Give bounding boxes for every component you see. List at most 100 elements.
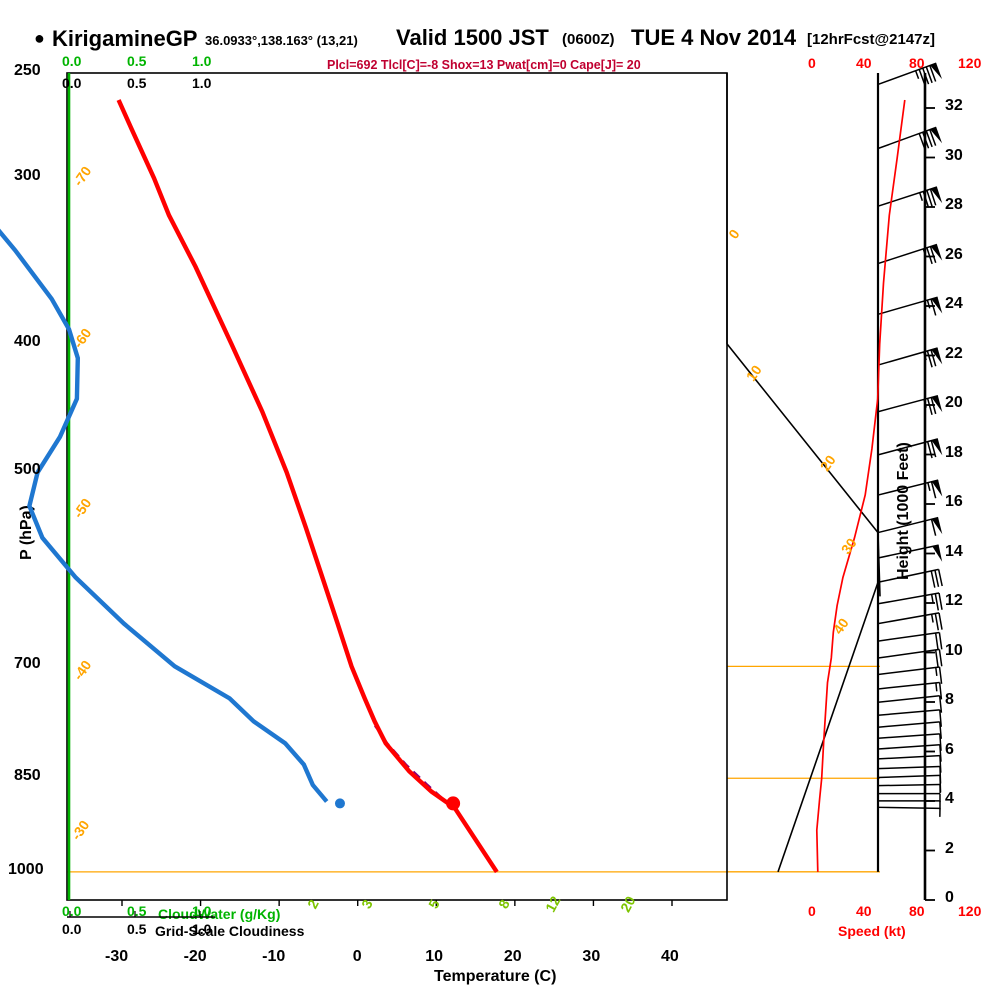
- height-tick: 24: [945, 295, 963, 312]
- cloudiness-bottom-tick: 0.5: [127, 921, 147, 937]
- wind-barb: [877, 544, 943, 562]
- pressure-tick: 500: [14, 461, 41, 479]
- wind-barb: [877, 516, 943, 536]
- temperature-tick: -30: [105, 948, 129, 965]
- height-tick: 18: [945, 443, 963, 461]
- station-coords: 36.0933°,138.163° (13,21): [205, 33, 358, 48]
- dewpoint-trace: [0, 228, 329, 803]
- wind-barb: [877, 783, 941, 794]
- station-bullet: ●: [34, 28, 45, 48]
- height-tick: 28: [945, 196, 963, 213]
- temperature-tick: 20: [503, 948, 522, 965]
- temperature-trace: [116, 99, 499, 874]
- forecast-tag: [12hrFcst@2147z]: [807, 31, 936, 48]
- height-tick: 12: [945, 592, 963, 609]
- valid-time-utc: (0600Z): [562, 31, 615, 48]
- wind-barb: [877, 709, 942, 727]
- cloudwater-top-tick: 0.0: [62, 53, 82, 69]
- height-tick: 8: [945, 691, 954, 708]
- temperature-surface-marker: [446, 796, 461, 811]
- pressure-tick: 1000: [8, 860, 44, 878]
- wind-barb: [877, 774, 942, 793]
- wind-barb: [877, 666, 943, 684]
- cloudiness-top-tick: 0.5: [127, 75, 147, 91]
- wind-barb: [877, 743, 942, 762]
- speed-bottom-tick: 80: [909, 903, 925, 919]
- temperature-tick: 0: [352, 948, 362, 965]
- speed-axis-label: Speed (kt): [838, 923, 906, 939]
- sounding-parameters: Plcl=692 Tlcl[C]=-8 Shox=13 Pwat[cm]=0 C…: [327, 58, 641, 72]
- wind-barb: [877, 695, 943, 713]
- height-tick: 20: [945, 394, 963, 411]
- height-tick: 16: [945, 493, 963, 510]
- wind-barb: [877, 347, 943, 368]
- wind-barb: [877, 681, 943, 700]
- wind-barb: [877, 126, 943, 150]
- wind-column-edge-mid: [877, 532, 881, 597]
- height-tick: 30: [945, 146, 963, 164]
- pressure-tick: 400: [14, 332, 41, 350]
- height-tick: 26: [945, 245, 963, 263]
- plot-frame: [66, 72, 728, 901]
- pressure-tick: 850: [14, 767, 41, 785]
- speed-top-tick: 40: [856, 55, 872, 71]
- wind-barb: [877, 592, 943, 611]
- wind-barb: [877, 296, 943, 316]
- wind-barbs: [877, 62, 943, 817]
- speed-top-tick: 0: [808, 55, 816, 71]
- temperature-tick: 40: [661, 948, 679, 965]
- wind-barb: [877, 806, 941, 817]
- wind-barb: [877, 733, 942, 751]
- wind-barb: [877, 754, 942, 773]
- valid-time: Valid 1500 JST: [396, 25, 549, 50]
- cloudiness-bottom-tick: 1.0: [192, 921, 212, 937]
- speed-bottom-tick: 40: [856, 903, 872, 919]
- speed-top-tick: 80: [909, 55, 925, 71]
- wind-barb: [877, 243, 943, 265]
- cloudiness-scale-label: Grid-Scale Cloudiness: [155, 923, 305, 939]
- wind-barb: [877, 186, 943, 208]
- cloudwater-bottom-tick: 0.0: [62, 903, 82, 919]
- wind-barb: [877, 648, 943, 667]
- height-tick: 2: [945, 839, 954, 857]
- temperature-tick: 10: [425, 948, 444, 965]
- height-tick: 10: [945, 641, 963, 659]
- temperature-axis-label: Temperature (C): [434, 968, 557, 985]
- height-tick: 14: [945, 542, 963, 560]
- wind-barb: [877, 631, 943, 650]
- wind-barb: [877, 62, 943, 86]
- pressure-tick: 250: [14, 62, 41, 79]
- cloudiness-bottom-tick: 0.0: [62, 921, 82, 937]
- temperature-tick: 30: [582, 948, 601, 965]
- wind-barb: [877, 612, 943, 631]
- speed-bottom-tick: 120: [958, 903, 982, 919]
- wind-column-edge-upper: [726, 73, 879, 534]
- cloudwater-bottom-tick: 1.0: [192, 903, 212, 919]
- speed-top-tick: 120: [958, 55, 982, 71]
- cloudwater-top-tick: 1.0: [192, 53, 212, 69]
- pressure-tick: 300: [14, 167, 41, 185]
- height-tick: 0: [945, 889, 954, 906]
- valid-date: TUE 4 Nov 2014: [631, 25, 797, 50]
- wind-barb: [877, 568, 943, 588]
- wind-column-edge-lower: [777, 582, 879, 873]
- cloudwater-top-tick: 0.5: [127, 53, 147, 69]
- speed-bottom-tick: 0: [808, 903, 816, 919]
- height-tick: 6: [945, 740, 954, 758]
- cloudiness-top-tick: 0.0: [62, 75, 82, 91]
- cloudiness-top-tick: 1.0: [192, 75, 212, 91]
- wind-barb: [877, 479, 943, 499]
- height-tick: 22: [945, 344, 963, 362]
- cloudwater-bottom-tick: 0.5: [127, 903, 147, 919]
- pressure-tick: 700: [14, 655, 41, 673]
- station-name: KirigamineGP: [52, 26, 198, 51]
- wind-barb: [877, 721, 942, 739]
- height-tick: 32: [945, 97, 963, 114]
- temperature-tick: -20: [183, 948, 207, 965]
- dewpoint-surface-marker: [334, 798, 345, 809]
- height-tick: 4: [945, 790, 954, 807]
- wind-speed-profile: [815, 99, 906, 872]
- cloudwater-scale-label: CloudWater (g/Kg): [158, 906, 281, 922]
